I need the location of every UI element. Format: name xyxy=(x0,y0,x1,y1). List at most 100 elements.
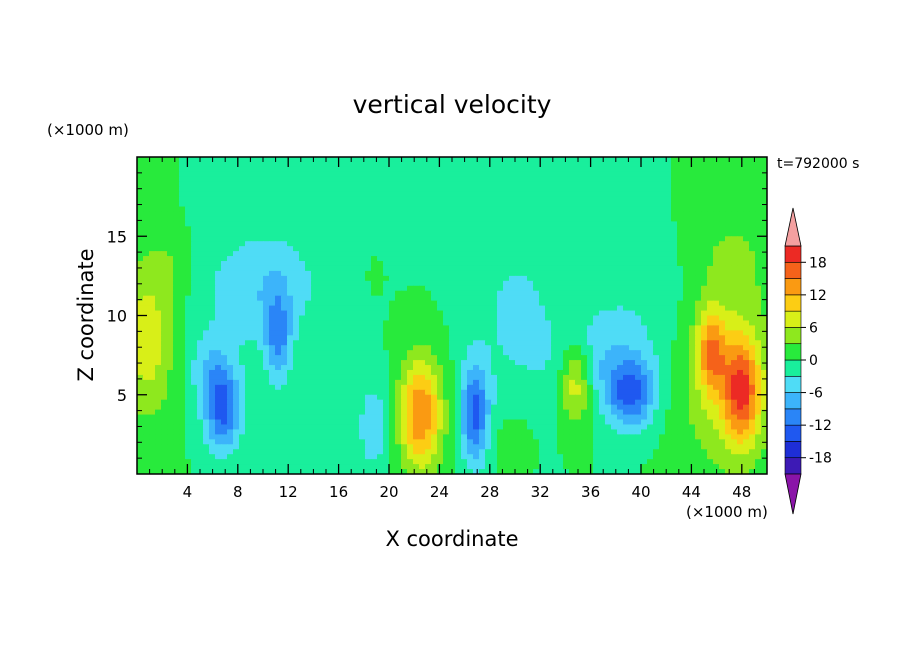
contour-cell xyxy=(647,280,654,287)
contour-cell xyxy=(749,157,756,163)
contour-cell xyxy=(593,211,600,218)
contour-cell xyxy=(587,280,594,287)
contour-cell xyxy=(479,236,486,242)
contour-cell xyxy=(281,191,288,198)
contour-cell xyxy=(143,379,150,386)
contour-cell xyxy=(329,310,336,317)
contour-cell xyxy=(491,300,498,307)
contour-cell xyxy=(557,246,564,252)
contour-cell xyxy=(179,360,186,366)
contour-cell xyxy=(407,166,414,173)
contour-cell xyxy=(347,171,354,178)
contour-cell xyxy=(179,355,186,361)
contour-cell xyxy=(665,161,672,168)
contour-cell xyxy=(311,335,318,341)
contour-cell xyxy=(569,280,576,287)
contour-cell xyxy=(443,196,450,203)
contour-cell xyxy=(569,310,576,317)
contour-cell xyxy=(437,310,444,317)
contour-cell xyxy=(431,216,438,222)
contour-cell xyxy=(545,330,552,336)
contour-cell xyxy=(581,261,588,267)
contour-cell xyxy=(185,345,192,351)
contour-cell xyxy=(593,206,600,213)
contour-cell xyxy=(227,201,234,208)
contour-cell xyxy=(707,335,714,341)
contour-cell xyxy=(701,330,708,336)
contour-cell xyxy=(635,340,642,346)
contour-cell xyxy=(557,300,564,307)
contour-cell xyxy=(347,176,354,183)
contour-cell xyxy=(455,310,462,317)
contour-cell xyxy=(695,256,702,262)
contour-cell xyxy=(755,191,762,198)
contour-cell xyxy=(149,285,156,292)
contour-cell xyxy=(755,251,762,257)
contour-cell xyxy=(683,315,690,322)
contour-cell xyxy=(533,211,540,218)
contour-cell xyxy=(497,157,504,163)
contour-cell xyxy=(137,256,144,262)
contour-cell xyxy=(425,369,432,376)
contour-cell xyxy=(269,226,276,232)
contour-cell xyxy=(371,369,378,376)
contour-cell xyxy=(539,256,546,262)
contour-cell xyxy=(389,241,396,247)
contour-cell xyxy=(389,360,396,366)
contour-cell xyxy=(731,315,738,322)
contour-cell xyxy=(449,226,456,232)
contour-cell xyxy=(347,191,354,198)
contour-cell xyxy=(311,161,318,168)
contour-cell xyxy=(173,310,180,317)
contour-cell xyxy=(503,166,510,173)
contour-cell xyxy=(359,345,366,351)
contour-cell xyxy=(263,171,270,178)
contour-cell xyxy=(377,350,384,356)
contour-cell xyxy=(275,256,282,262)
contour-cell xyxy=(389,335,396,341)
contour-cell xyxy=(731,305,738,312)
contour-cell xyxy=(671,374,678,381)
contour-cell xyxy=(203,320,210,326)
contour-cell xyxy=(587,360,594,366)
contour-cell xyxy=(497,186,504,193)
contour-cell xyxy=(677,206,684,213)
contour-cell xyxy=(437,355,444,361)
contour-cell xyxy=(377,181,384,188)
contour-cell xyxy=(581,216,588,222)
contour-cell xyxy=(485,275,492,282)
contour-cell xyxy=(269,236,276,242)
contour-cell xyxy=(287,285,294,292)
contour-cell xyxy=(623,265,630,272)
contour-cell xyxy=(563,191,570,198)
contour-cell xyxy=(341,285,348,292)
contour-cell xyxy=(521,345,528,351)
contour-cell xyxy=(371,171,378,178)
contour-cell xyxy=(209,345,216,351)
contour-cell xyxy=(425,374,432,381)
contour-cell xyxy=(257,345,264,351)
contour-cell xyxy=(341,379,348,386)
contour-cell xyxy=(725,365,732,371)
contour-cell xyxy=(461,226,468,232)
contour-cell xyxy=(317,231,324,237)
contour-cell xyxy=(719,176,726,183)
contour-cell xyxy=(617,270,624,277)
contour-cell xyxy=(503,320,510,326)
contour-cell xyxy=(347,285,354,292)
contour-cell xyxy=(725,265,732,272)
contour-cell xyxy=(719,290,726,297)
contour-cell xyxy=(575,340,582,346)
contour-cell xyxy=(155,345,162,351)
contour-cell xyxy=(653,320,660,326)
contour-cell xyxy=(653,236,660,242)
contour-cell xyxy=(389,166,396,173)
contour-cell xyxy=(737,226,744,232)
contour-cell xyxy=(485,166,492,173)
contour-cell xyxy=(593,157,600,163)
contour-cell xyxy=(185,231,192,237)
contour-cell xyxy=(755,340,762,346)
contour-cell xyxy=(641,374,648,381)
contour-cell xyxy=(173,261,180,267)
contour-cell xyxy=(365,275,372,282)
